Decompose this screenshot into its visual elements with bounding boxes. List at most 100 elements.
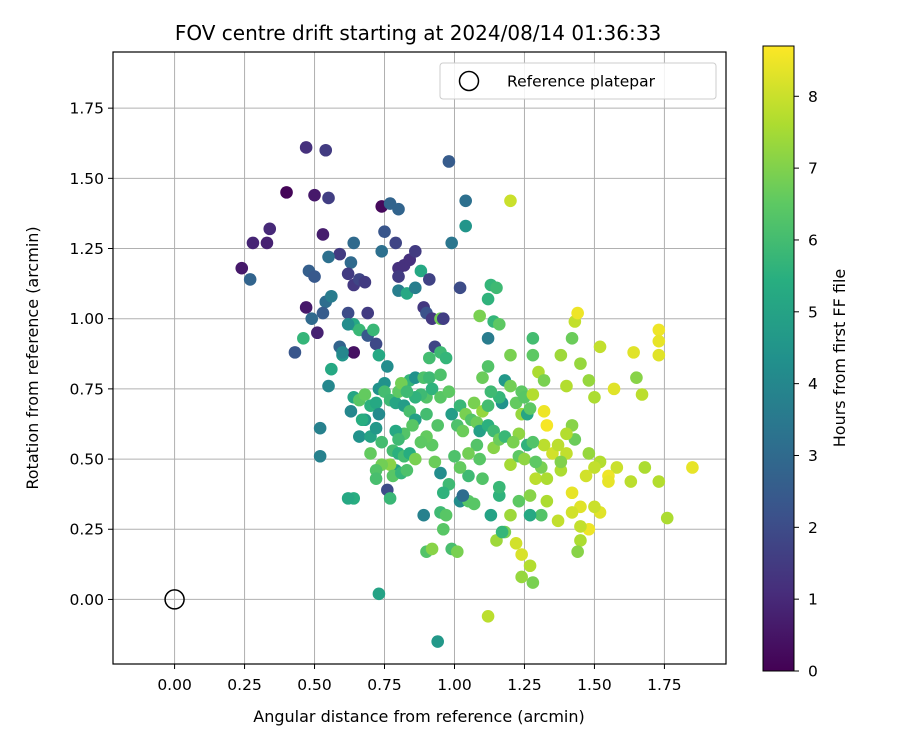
data-point [409,245,422,258]
data-point [537,405,551,418]
data-point [492,480,506,494]
data-point [445,236,458,250]
data-point [322,250,335,264]
data-point [322,191,335,205]
data-point [414,264,428,278]
data-point [523,402,537,415]
colorbar-label: Hours from first FF file [830,269,849,448]
data-point [456,424,470,438]
data-point [467,396,481,410]
data-point [425,542,439,556]
colorbar-tick-label: 2 [808,519,818,537]
y-axis-ticks: 0.00 0.25 0.50 0.75 1.00 1.25 1.50 1.75 [69,100,113,609]
data-point [305,312,319,325]
data-point [593,340,607,354]
data-point [560,379,573,393]
data-point [400,385,414,398]
data-point [422,273,436,286]
legend: Reference platepar [439,62,717,100]
reference-point-marker [164,589,185,610]
data-point [523,559,537,573]
data-point [422,371,436,384]
data-point [462,469,475,483]
data-point [372,348,386,362]
data-point [420,407,433,421]
data-point [512,494,526,508]
data-point [442,155,456,168]
data-point [263,222,277,236]
legend-label: Reference platepar [507,73,656,91]
data-point [537,374,551,387]
y-tick-label: 0.50 [69,451,104,469]
data-point [367,323,380,337]
data-point [347,346,361,359]
data-point [635,388,649,401]
data-point [504,194,517,208]
data-point [459,194,472,208]
data-point [243,273,257,286]
y-tick-label: 1.75 [69,100,104,118]
data-point [353,430,366,443]
data-point [526,388,540,401]
data-point [344,405,358,418]
data-point [235,261,249,275]
data-point [453,281,467,295]
data-point [369,396,383,410]
data-point [582,374,596,387]
data-point [526,348,540,362]
data-point [434,368,447,382]
colorbar-tick-label: 0 [808,663,818,681]
plot-frame [112,51,727,665]
data-point [325,289,338,303]
data-point [361,306,375,320]
data-point [414,435,428,449]
data-point [448,449,461,463]
data-point [588,391,601,404]
data-point [518,452,531,466]
data-point [260,236,274,250]
legend-box [439,62,717,100]
data-point [504,379,517,393]
data-point [400,463,414,477]
colorbar [762,45,795,672]
data-point [450,545,464,559]
colorbar-tick-label: 7 [808,160,818,178]
data-point [442,385,456,398]
data-point [453,461,467,474]
data-point [299,141,313,154]
data-point [467,497,481,511]
data-point [660,511,674,525]
data-point [311,326,324,340]
data-point [372,587,386,601]
data-points [235,141,699,648]
y-tick-label: 0.25 [69,521,104,539]
data-point [630,371,643,384]
data-point [529,455,542,469]
x-tick-label: 1.75 [647,676,682,694]
data-point [392,202,405,216]
data-point [504,508,517,522]
data-point [686,461,699,474]
data-point [369,472,383,486]
data-point [588,500,601,514]
chart-title: FOV centre drift starting at 2024/08/14 … [175,21,661,45]
data-point [316,306,330,320]
data-point [313,421,327,435]
data-point [378,225,391,238]
data-point [652,348,666,362]
colorbar-tick-label: 4 [808,375,818,393]
data-point [565,332,579,345]
data-point [381,360,394,373]
data-point [436,312,450,325]
data-point [297,332,310,345]
x-tick-label: 0.75 [367,676,402,694]
data-point [319,143,333,157]
data-point [336,346,349,359]
data-point [652,475,666,488]
data-point [476,371,489,384]
data-point [540,494,554,508]
data-point [409,281,422,295]
data-point [571,306,584,320]
data-point [322,379,335,393]
